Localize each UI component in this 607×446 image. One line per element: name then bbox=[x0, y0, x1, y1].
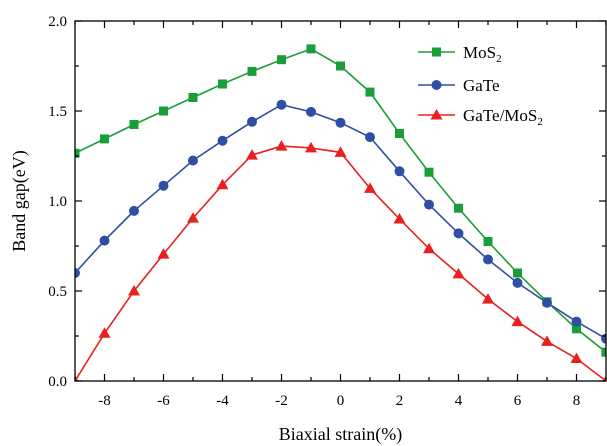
legend: MoS2 GaTe GaTe/MoS2 bbox=[418, 43, 543, 128]
data-point-2-9 bbox=[334, 146, 347, 157]
y-tick-label: 1.0 bbox=[48, 194, 67, 210]
x-tick-label: 4 bbox=[455, 393, 463, 409]
data-point-2-11 bbox=[393, 213, 406, 224]
y-axis-title: Band gap(eV) bbox=[9, 150, 30, 251]
data-point-1-4 bbox=[188, 155, 198, 166]
x-tick-label: -6 bbox=[157, 393, 170, 409]
data-point-0-15 bbox=[513, 268, 522, 278]
data-point-1-13 bbox=[453, 228, 464, 239]
data-point-2-3 bbox=[157, 248, 170, 259]
data-point-0-0 bbox=[75, 148, 80, 158]
x-tick-label: -4 bbox=[216, 393, 229, 409]
data-point-0-8 bbox=[306, 44, 316, 54]
legend-marker bbox=[432, 47, 441, 57]
data-point-2-14 bbox=[482, 293, 494, 304]
data-point-1-0 bbox=[75, 268, 80, 278]
data-point-0-4 bbox=[188, 93, 198, 102]
data-point-1-12 bbox=[424, 199, 434, 210]
x-tick-label: -2 bbox=[275, 393, 288, 409]
series-group bbox=[75, 44, 606, 381]
data-point-0-10 bbox=[365, 87, 375, 97]
legend-marker bbox=[431, 80, 442, 90]
data-point-0-2 bbox=[129, 120, 139, 129]
legend-marker bbox=[430, 109, 443, 120]
y-tick-label: 1.5 bbox=[48, 104, 67, 120]
x-tick-label: 6 bbox=[514, 393, 522, 409]
y-tick-label: 0.0 bbox=[48, 374, 67, 390]
y-tick-label: 2.0 bbox=[48, 14, 67, 30]
data-point-2-16 bbox=[541, 335, 553, 346]
data-point-0-3 bbox=[159, 106, 168, 116]
data-point-2-5 bbox=[216, 178, 229, 190]
legend-label: GaTe/MoS2 bbox=[463, 106, 543, 128]
data-point-0-7 bbox=[277, 55, 286, 65]
data-point-2-17 bbox=[570, 352, 583, 363]
data-point-2-4 bbox=[187, 212, 199, 223]
legend-item-1: GaTe bbox=[418, 76, 500, 95]
data-point-1-11 bbox=[394, 166, 405, 177]
data-point-1-17 bbox=[571, 316, 582, 327]
data-point-0-14 bbox=[483, 237, 493, 246]
axes: -8 -6 -4 -2 0 2 4 6 8 0.0 0.5 1.0 1.5 2.0 bbox=[48, 14, 607, 409]
data-point-0-12 bbox=[424, 167, 434, 177]
data-point-2-0 bbox=[75, 375, 79, 381]
x-axis-title: Biaxial strain(%) bbox=[279, 424, 402, 445]
data-point-1-5 bbox=[217, 135, 228, 146]
x-tick-label: 8 bbox=[573, 393, 581, 409]
data-point-2-18 bbox=[602, 375, 606, 381]
data-point-0-11 bbox=[395, 129, 404, 138]
x-tick-label: 2 bbox=[396, 393, 404, 409]
legend-label: MoS2 bbox=[463, 43, 502, 65]
data-point-2-8 bbox=[305, 141, 317, 153]
data-point-1-6 bbox=[247, 116, 257, 127]
data-point-0-5 bbox=[218, 79, 227, 89]
data-point-2-1 bbox=[98, 327, 111, 338]
data-point-2-12 bbox=[423, 242, 435, 254]
data-point-1-3 bbox=[158, 180, 169, 191]
data-point-2-2 bbox=[128, 285, 140, 296]
data-point-2-13 bbox=[452, 267, 465, 279]
data-point-1-14 bbox=[483, 254, 493, 265]
data-point-0-6 bbox=[247, 66, 257, 76]
series-line-2 bbox=[75, 145, 606, 381]
legend-item-2: GaTe/MoS2 bbox=[418, 106, 543, 128]
plot-area bbox=[75, 44, 606, 381]
data-point-0-1 bbox=[100, 134, 109, 144]
y-tick-label: 0.5 bbox=[48, 284, 67, 300]
data-point-1-7 bbox=[276, 99, 287, 110]
data-point-1-10 bbox=[365, 132, 375, 143]
x-tick-label: 0 bbox=[337, 393, 345, 409]
data-point-2-15 bbox=[511, 315, 524, 327]
series-line-0 bbox=[75, 48, 606, 353]
series-line-1 bbox=[75, 103, 606, 340]
data-point-0-18 bbox=[601, 347, 606, 357]
data-point-0-13 bbox=[454, 203, 463, 213]
data-point-1-8 bbox=[306, 106, 316, 117]
data-point-1-2 bbox=[129, 205, 139, 216]
data-point-2-10 bbox=[364, 182, 376, 193]
data-point-0-17 bbox=[572, 324, 581, 334]
data-point-1-9 bbox=[335, 117, 346, 128]
data-point-2-7 bbox=[275, 140, 288, 151]
data-point-1-16 bbox=[542, 297, 552, 308]
data-point-1-1 bbox=[99, 235, 110, 246]
data-point-0-9 bbox=[336, 61, 345, 71]
legend-label: GaTe bbox=[463, 76, 500, 95]
data-point-1-15 bbox=[512, 277, 523, 288]
legend-item-0: MoS2 bbox=[418, 43, 502, 65]
data-point-2-6 bbox=[246, 149, 258, 160]
x-tick-label: -8 bbox=[98, 393, 111, 409]
